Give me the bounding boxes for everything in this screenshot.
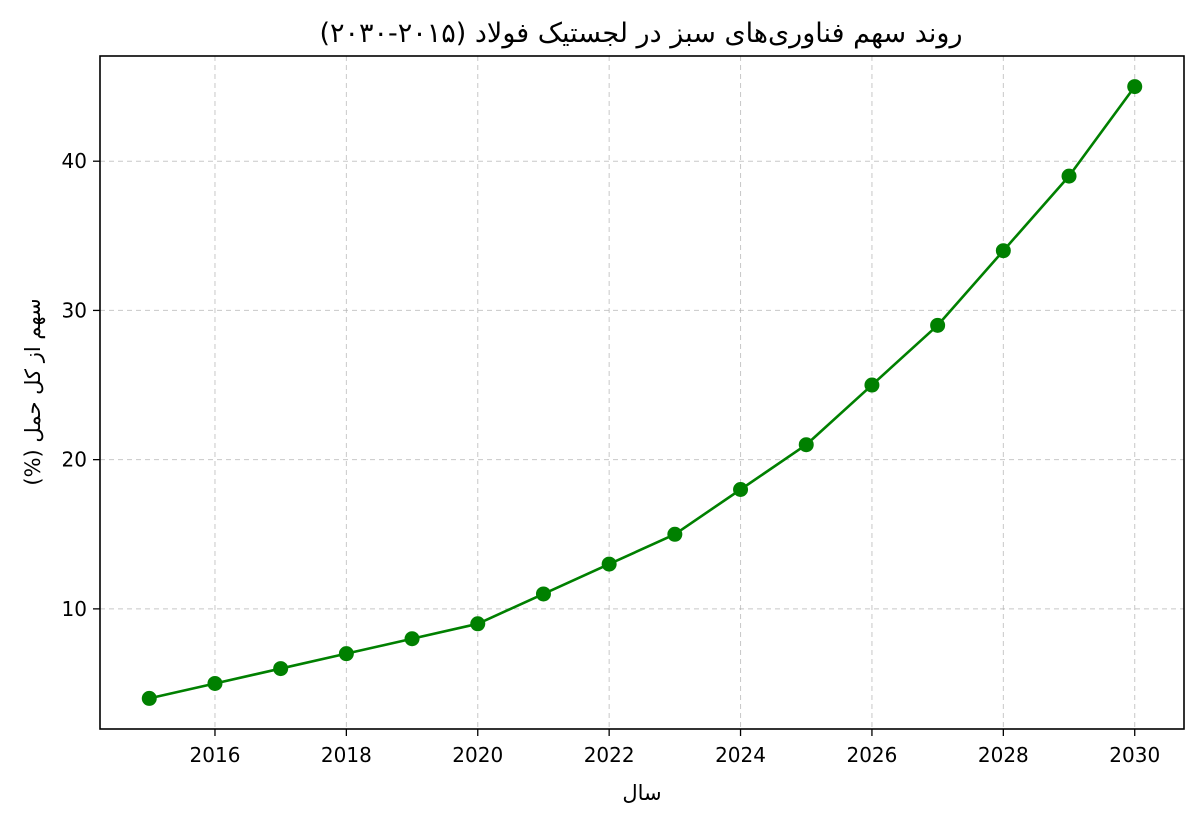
data-point [207, 675, 223, 691]
x-axis: 2016 2018 2020 2022 2024 2026 2028 2030 [190, 729, 1160, 767]
x-tick-label: 2024 [715, 743, 766, 767]
y-tick-label: 40 [62, 149, 87, 173]
data-point [535, 586, 551, 602]
x-tick-label: 2018 [321, 743, 372, 767]
data-point [864, 377, 880, 393]
data-point [141, 690, 157, 706]
series-layer [141, 79, 1143, 706]
data-point [1127, 79, 1143, 95]
y-tick-label: 20 [62, 448, 87, 472]
chart-title: روند سهم فناوری‌های سبز در لجستیک فولاد … [319, 18, 962, 49]
data-point [338, 646, 354, 662]
x-tick-label: 2026 [846, 743, 897, 767]
data-point [470, 616, 486, 632]
y-axis-label: سهم از کل حمل (%) [21, 298, 46, 485]
data-point [404, 631, 420, 647]
y-tick-label: 30 [62, 298, 87, 322]
data-point [601, 556, 617, 572]
series-line [148, 85, 1136, 700]
data-point [1061, 168, 1077, 184]
x-tick-label: 2022 [584, 743, 635, 767]
data-point [733, 481, 749, 497]
data-point [995, 243, 1011, 259]
data-point [667, 526, 683, 542]
x-tick-label: 2030 [1109, 743, 1160, 767]
y-axis: 10 20 30 40 [62, 149, 100, 621]
data-point [798, 437, 814, 453]
x-tick-label: 2016 [190, 743, 241, 767]
x-tick-label: 2020 [452, 743, 503, 767]
data-point [273, 661, 289, 677]
data-point [930, 317, 946, 333]
x-tick-label: 2028 [978, 743, 1029, 767]
x-axis-label: سال [622, 781, 661, 805]
plot-frame [99, 55, 1185, 730]
y-tick-label: 10 [62, 597, 87, 621]
